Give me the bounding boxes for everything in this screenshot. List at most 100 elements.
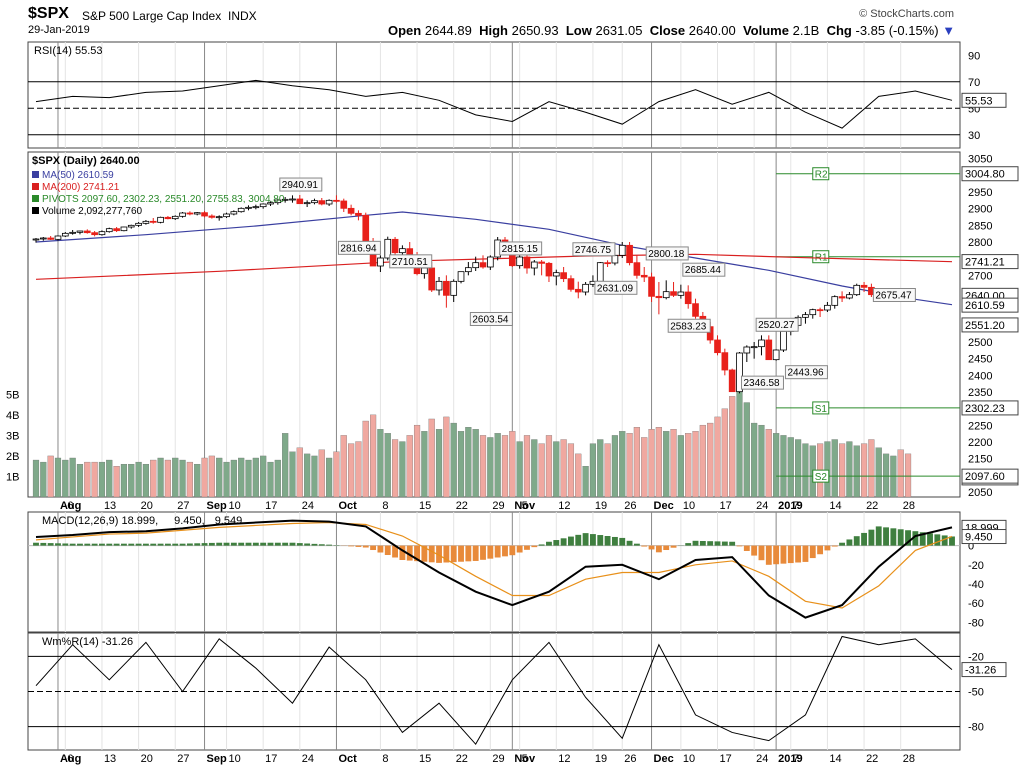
volume-bar	[472, 429, 479, 498]
x-label-bottom: Dec	[654, 753, 674, 765]
macd-hist-bar	[128, 543, 135, 546]
macd-hist-bar	[516, 545, 523, 553]
volume-bar	[897, 449, 904, 498]
price-legend-item: PIVOTS 2097.60, 2302.23, 2551.20, 2755.8…	[42, 194, 285, 205]
price-label: 2685.44	[685, 265, 722, 276]
macd-hist-bar	[817, 545, 824, 555]
volume-bar	[216, 457, 223, 498]
macd-hist-bar	[663, 545, 670, 551]
macd-hist-bar	[326, 544, 333, 546]
x-label-bottom: 5	[522, 753, 528, 765]
macd-hist-bar	[604, 536, 611, 546]
x-label-top: 29	[492, 500, 504, 512]
price-label-box	[740, 375, 784, 390]
volume-bar	[128, 463, 135, 498]
candle-body	[39, 237, 47, 240]
candle-body	[237, 207, 245, 213]
volume-bar	[370, 414, 377, 498]
volume-bar	[670, 429, 677, 498]
volume-bar	[443, 416, 450, 498]
volume-bar	[501, 435, 509, 498]
right-label: 2551.20	[965, 320, 1005, 332]
x-label-bottom: 10	[229, 753, 241, 765]
candle-body	[479, 262, 487, 268]
macd-hist-bar	[69, 543, 76, 546]
rsi-title: RSI(14) 55.53	[34, 45, 102, 57]
macd-legend-item: 9.549	[215, 515, 243, 527]
volume-bar	[465, 427, 472, 498]
x-label-top: 27	[177, 500, 189, 512]
macd-hist-bar	[897, 529, 904, 546]
volume-bar	[311, 455, 318, 498]
volume-bar	[802, 443, 809, 498]
volume-bar	[208, 455, 215, 498]
price-label-box	[389, 254, 433, 269]
panel-rsi	[27, 41, 961, 149]
high-label: High	[479, 23, 508, 38]
candle-body	[516, 256, 523, 267]
right-label-box	[961, 400, 1019, 416]
macd-signal-line	[35, 521, 953, 609]
stockcharts-watermark[interactable]: © StockCharts.com	[859, 8, 954, 20]
macd-hist-bar	[245, 542, 252, 546]
x-label-bottom: 20	[141, 753, 153, 765]
legend-swatch	[32, 207, 39, 214]
candle-body	[149, 220, 157, 223]
candle-body	[450, 280, 458, 296]
macd-hist-bar	[450, 545, 457, 563]
candle-body	[201, 212, 208, 217]
macd-hist-bar	[839, 542, 846, 546]
legend-swatch	[32, 195, 39, 202]
volume-bar	[340, 435, 347, 498]
price-label: 2443.96	[787, 368, 824, 379]
volume-bars	[32, 390, 912, 498]
volume-bar	[626, 433, 633, 498]
macd-hist-bar	[194, 543, 201, 546]
macd-hist-bar	[230, 542, 237, 546]
x-label-top: 10	[229, 500, 241, 512]
macd-hist-bar	[267, 542, 274, 546]
candle-body	[626, 244, 633, 264]
volume-bar	[868, 439, 875, 498]
macd-hist-bar	[274, 542, 281, 546]
index-name: S&P 500 Large Cap Index	[82, 9, 222, 23]
price-label: 2675.47	[875, 291, 912, 302]
candle-body	[816, 309, 824, 312]
price-label: 2520.27	[758, 320, 795, 331]
macd-hist-bar	[113, 543, 120, 546]
volume-bar	[333, 451, 340, 498]
candle-body	[98, 231, 106, 236]
macd-hist-bar	[641, 545, 648, 547]
volume-bar	[736, 390, 743, 498]
rsi-ytick: 90	[968, 50, 980, 62]
volume-bar	[824, 441, 831, 498]
candle-body	[259, 203, 267, 208]
macd-hist-bar	[77, 543, 83, 546]
volume-bar	[685, 433, 692, 498]
x-label-bottom: 27	[177, 753, 189, 765]
price-ytick: 2450	[968, 354, 992, 366]
macd-hist-bar	[142, 543, 149, 546]
candle-body	[809, 309, 817, 316]
volume-bar	[47, 455, 54, 498]
right-label-box	[961, 317, 1019, 333]
macd-hist-bar	[780, 545, 787, 564]
price-label: 2631.09	[597, 283, 634, 294]
volume-bar	[714, 416, 721, 498]
candle-body	[208, 215, 216, 218]
macd-hist-bar	[927, 533, 933, 546]
volume-bar	[362, 420, 369, 498]
macd-hist-bar	[186, 543, 193, 546]
macd-hist-bar	[458, 545, 464, 562]
macd-hist-bar	[465, 545, 472, 562]
macd-hist-bar	[685, 543, 692, 546]
x-label-bottom: 17	[265, 753, 277, 765]
volume-bar	[76, 463, 84, 498]
volume-bar	[494, 433, 501, 498]
volume-ytick: 1B	[6, 471, 19, 483]
macd-hist-bar	[164, 543, 171, 546]
x-label-top: 24	[756, 500, 768, 512]
chg-label: Chg	[826, 23, 852, 38]
close-label: Close	[649, 23, 686, 38]
